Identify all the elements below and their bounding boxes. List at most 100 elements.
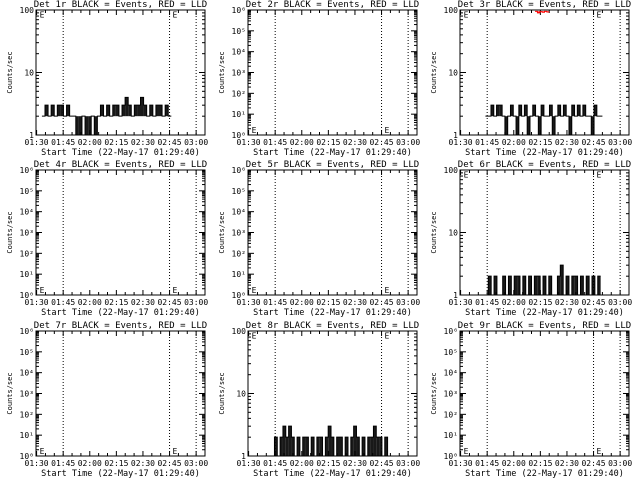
x-tick-label: 02:30 (131, 298, 155, 307)
y-tick-label: 10⁶ (20, 166, 34, 175)
data-bin (316, 437, 320, 456)
interval-marker-label: E (40, 286, 45, 295)
data-bin (560, 265, 564, 295)
data-bin (373, 426, 377, 456)
interval-marker-label: E (252, 126, 257, 135)
data-bin (297, 437, 300, 456)
data-bin (563, 105, 567, 117)
x-axis-label: Start Time (22-May-17 01:29:40) (465, 148, 624, 158)
x-tick-label: 03:00 (608, 459, 632, 468)
panel-5: Det 5r BLACK = Events, RED = LLD 01:30 01:… (218, 160, 420, 318)
x-tick-label: 02:45 (369, 138, 393, 147)
data-bin (557, 105, 561, 117)
data-bin (345, 437, 348, 456)
panel-3: Det 3r BLACK = Events, RED = LLD 01:30 01:… (430, 0, 632, 158)
x-tick-label: 02:45 (157, 138, 181, 147)
data-bin (516, 116, 519, 135)
y-tick-label: 10² (20, 410, 34, 419)
y-tick-label: 1 (29, 131, 34, 140)
y-tick-label: 10⁵ (444, 348, 458, 357)
data-bin (546, 11, 550, 12)
x-axis-label: Start Time (22-May-17 01:29:40) (41, 148, 200, 158)
interval-marker-label: E (385, 286, 390, 295)
y-tick-label: 10⁰ (444, 452, 458, 461)
data-bin (582, 105, 586, 117)
x-tick-label: 01:30 (25, 138, 49, 147)
data-bin (586, 276, 590, 295)
x-tick-label: 02:00 (290, 459, 314, 468)
data-bin (488, 276, 492, 295)
y-tick-label: 10 (448, 69, 458, 78)
x-axis-label: Start Time (22-May-17 01:29:40) (253, 148, 412, 158)
x-tick-label: 02:45 (157, 298, 181, 307)
data-bin (94, 116, 98, 135)
y-tick-label: 10⁵ (20, 187, 34, 196)
data-bin (370, 437, 374, 456)
data-bin (336, 437, 340, 456)
x-tick-label: 01:30 (237, 138, 261, 147)
data-bin (85, 116, 89, 135)
data-bin (376, 437, 380, 456)
data-bin (128, 105, 132, 117)
interval-marker-label: E (40, 10, 45, 19)
interval-marker-label: E (464, 447, 469, 456)
data-bin (106, 105, 110, 117)
x-tick-label: 02:15 (528, 298, 552, 307)
y-tick-label: 10² (20, 249, 34, 258)
x-tick-label: 02:30 (131, 138, 155, 147)
y-tick-label: 10⁴ (232, 48, 246, 57)
y-tick-label: 1 (453, 131, 458, 140)
x-tick-label: 03:00 (608, 138, 632, 147)
y-tick-label: 10⁶ (232, 6, 246, 15)
x-tick-label: 02:15 (316, 298, 340, 307)
data-bin (514, 276, 518, 295)
chart-title: Det 1r BLACK = Events, RED = LLD (34, 0, 207, 10)
y-tick-label: 1 (453, 291, 458, 300)
x-tick-label: 02:30 (343, 459, 367, 468)
x-tick-label: 01:45 (263, 459, 287, 468)
data-bin (274, 437, 278, 456)
data-bin (524, 105, 528, 117)
y-tick-label: 10⁴ (20, 208, 34, 217)
y-tick-label: 10² (232, 89, 246, 98)
data-bin (537, 276, 541, 295)
data-bin (75, 116, 79, 135)
chart-title: Det 7r BLACK = Events, RED = LLD (34, 321, 207, 331)
chart-title: Det 8r BLACK = Events, RED = LLD (246, 321, 419, 331)
x-tick-label: 02:45 (581, 138, 605, 147)
interval-marker-label: E (40, 447, 45, 456)
data-bin (574, 276, 578, 295)
data-bin (319, 437, 323, 456)
y-tick-label: 10³ (232, 69, 246, 78)
y-tick-label: 100 (20, 6, 35, 15)
x-axis-label: Start Time (22-May-17 01:29:40) (253, 308, 412, 318)
x-tick-label: 01:45 (263, 138, 287, 147)
y-tick-label: 10¹ (444, 431, 458, 440)
interval-marker-label: E (597, 170, 602, 179)
data-bin (88, 116, 92, 135)
x-axis-label: Start Time (22-May-17 01:29:40) (253, 469, 412, 479)
y-tick-label: 10⁵ (232, 27, 246, 36)
y-axis-label: Counts/sec (6, 211, 14, 253)
data-bin (522, 276, 526, 295)
plot-frame (35, 169, 206, 296)
plot-frame (247, 169, 418, 296)
x-tick-label: 02:00 (78, 138, 102, 147)
data-bin (580, 276, 584, 295)
y-tick-label: 10 (236, 390, 246, 399)
data-bin (502, 276, 506, 295)
y-tick-label: 10⁴ (20, 369, 34, 378)
data-bin (155, 105, 159, 117)
y-tick-label: 10⁰ (232, 291, 246, 300)
interval-marker-label: E (597, 10, 602, 19)
x-tick-label: 02:30 (555, 459, 579, 468)
data-bin (302, 437, 306, 456)
interval-marker-label: E (597, 447, 602, 456)
y-tick-label: 10¹ (232, 270, 246, 279)
x-tick-label: 02:00 (502, 298, 526, 307)
x-tick-label: 01:45 (475, 459, 499, 468)
data-bin (518, 105, 522, 117)
y-tick-label: 100 (444, 6, 459, 15)
data-bin (331, 437, 334, 456)
